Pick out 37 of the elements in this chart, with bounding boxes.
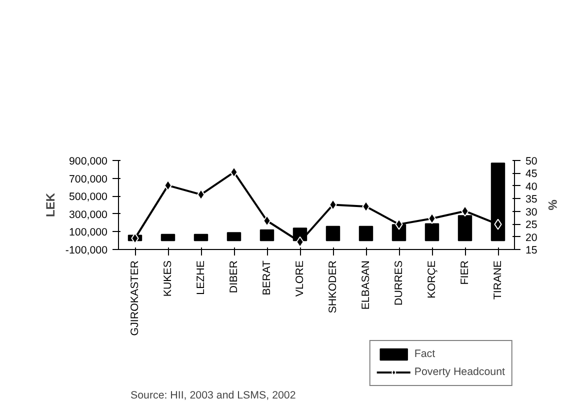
- x-tick-label: FIER: [459, 260, 471, 285]
- y-tick-label: -100,000: [65, 244, 108, 256]
- x-tick-label: GJIROKASTER: [129, 260, 141, 336]
- bar: [194, 234, 208, 242]
- legend-label: Fact: [414, 347, 436, 361]
- y2-tick-label: 30: [526, 206, 538, 218]
- y2-tick-label: 45: [526, 168, 538, 180]
- bar: [326, 226, 340, 242]
- y2-tick-label: 50: [526, 156, 538, 168]
- y-tick-label: 300,000: [68, 208, 108, 221]
- y2-tick-label: 35: [526, 194, 538, 206]
- x-tick-label: LEZHE: [195, 260, 207, 295]
- y2-tick-label: 25: [526, 219, 538, 232]
- x-tick-label: ELBASAN: [360, 260, 372, 310]
- y-tick-label: 900,000: [68, 156, 108, 168]
- bar: [226, 232, 242, 242]
- x-tick-label: VLORE: [294, 260, 306, 297]
- x-tick-label: SHKODER: [327, 260, 339, 314]
- y-tick-label: 500,000: [68, 191, 108, 204]
- x-tick-label: KORÇE: [426, 260, 438, 298]
- x-tick-label: DURRES: [393, 260, 405, 306]
- y2-tick-label: 40: [526, 180, 538, 193]
- x-tick-label: KUKES: [162, 260, 174, 297]
- bar: [358, 226, 374, 242]
- y-tick-label: 700,000: [68, 173, 108, 186]
- y2-tick-label: 15: [526, 244, 538, 256]
- bar: [160, 234, 176, 242]
- y-tick-label: 100,000: [68, 226, 108, 239]
- x-tick-label: DIBER: [228, 260, 240, 294]
- bar: [260, 229, 274, 242]
- x-tick-label: BERAT: [261, 260, 273, 296]
- legend-label: Poverty Headcount: [414, 365, 505, 379]
- y-axis-title: LEK: [43, 192, 58, 217]
- y2-axis-title: %: [545, 200, 560, 211]
- source-note: Source: HII, 2003 and LSMS, 2002: [130, 390, 296, 402]
- y2-tick-label: 20: [526, 232, 538, 244]
- x-tick-label: TIRANE: [492, 260, 504, 300]
